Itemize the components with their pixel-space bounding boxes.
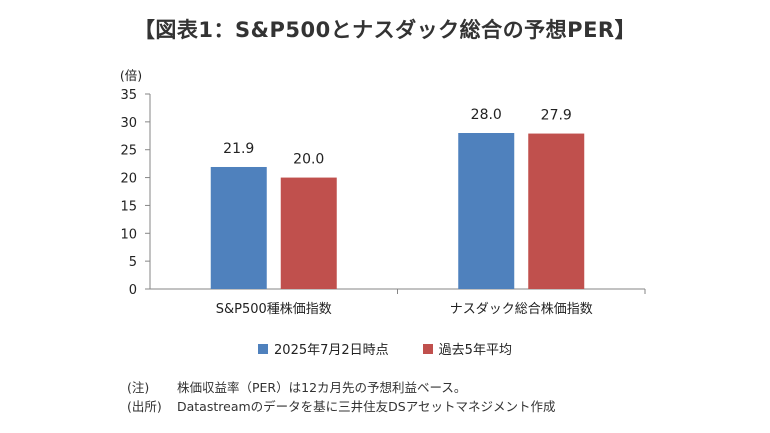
- data-label: 28.0: [471, 107, 502, 123]
- legend-item-average: 過去5年平均: [422, 339, 512, 358]
- legend: 2025年7月2日時点 過去5年平均: [0, 339, 770, 358]
- legend-item-current: 2025年7月2日時点: [258, 339, 389, 358]
- chart-title: 【図表1：S&P500とナスダック総合の予想PER】: [133, 18, 637, 42]
- footnote-source-label: (出所): [127, 399, 162, 414]
- footnote-note: (注) 株価収益率（PER）は12カ月先の予想利益ベース。: [127, 378, 555, 397]
- data-label: 20.0: [293, 152, 324, 168]
- x-tick-label: ナスダック総合株価指数: [450, 302, 593, 317]
- y-tick-label: 35: [120, 88, 137, 103]
- y-tick-label: 30: [120, 116, 137, 131]
- y-tick-label: 20: [120, 172, 137, 187]
- bar: [458, 133, 515, 289]
- y-tick-label: 10: [120, 227, 137, 242]
- y-tick-label: 15: [120, 199, 137, 214]
- bar: [528, 133, 585, 289]
- y-tick-label: 0: [129, 283, 137, 298]
- bar: [210, 166, 267, 289]
- data-label: 21.9: [223, 141, 254, 157]
- footnote-note-text: 株価収益率（PER）は12カ月先の予想利益ベース。: [177, 380, 467, 395]
- x-tick-label: S&P500種株価指数: [216, 301, 332, 317]
- y-tick-label: 5: [129, 255, 137, 270]
- footnote-note-label: (注): [127, 380, 150, 395]
- footnote-source-text: Datastreamのデータを基に三井住友DSアセットマネジメント作成: [177, 399, 556, 414]
- data-label: 27.9: [541, 108, 572, 124]
- legend-label-current: 2025年7月2日時点: [274, 343, 389, 358]
- legend-swatch-average: [422, 343, 433, 354]
- footnotes: (注) 株価収益率（PER）は12カ月先の予想利益ベース。 (出所) Datas…: [127, 378, 555, 416]
- legend-swatch-current: [258, 343, 269, 354]
- y-tick-label: 25: [120, 144, 137, 159]
- legend-label-average: 過去5年平均: [438, 343, 512, 358]
- footnote-source: (出所) Datastreamのデータを基に三井住友DSアセットマネジメント作成: [127, 397, 555, 416]
- y-axis-label: (倍): [120, 68, 142, 83]
- bar: [280, 177, 337, 289]
